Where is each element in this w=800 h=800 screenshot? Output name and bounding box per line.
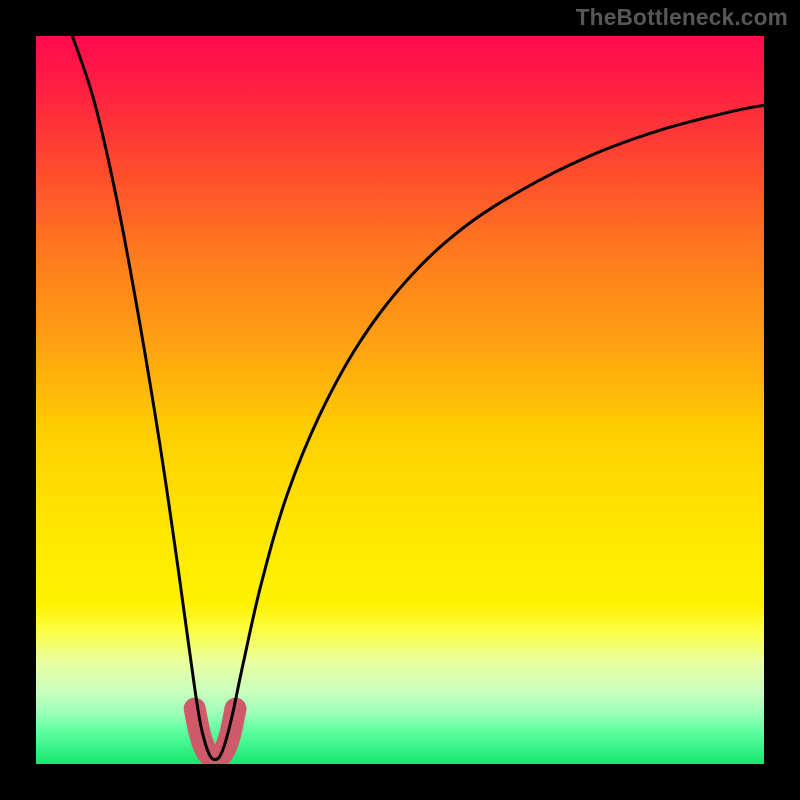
chart-background-gradient	[36, 36, 764, 764]
watermark-text: TheBottleneck.com	[576, 4, 788, 31]
bottleneck-chart	[0, 0, 800, 800]
chart-container: TheBottleneck.com	[0, 0, 800, 800]
